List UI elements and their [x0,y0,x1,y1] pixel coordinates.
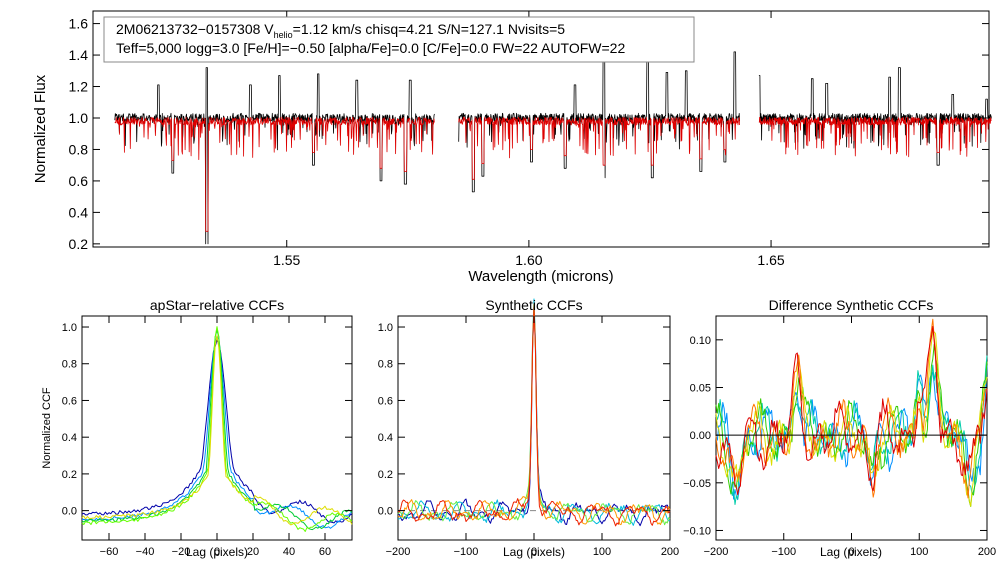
spectrum-series-layer [114,51,992,245]
difference-ccf-y-tick-label: 0.00 [690,430,711,442]
apstar-ccf-line [81,335,353,526]
difference-ccf-line [715,318,988,499]
difference-ccf-x-tick-label: 0 [848,546,854,558]
spectrum-x-tick-label: 1.55 [273,252,300,268]
synthetic-ccf-line [397,304,671,526]
spectrum-model-line [114,116,435,232]
difference-ccf-ticks-layer: −200 −100 0 100 200 −0.10 −0.05 0.00 0.05 0.10 [683,316,996,558]
spectrum-y-tick-label: 0.2 [69,236,89,252]
difference-ccf-line [715,331,988,507]
synthetic-ccf-y-tick-label: 1.0 [378,322,393,334]
spectrum-y-tick-label: 1.4 [69,47,89,63]
difference-ccf-x-tick-label: 100 [910,546,928,558]
synthetic-ccf-x-tick-label: 100 [593,546,611,558]
spectrum-y-tick-label: 1.0 [69,110,89,126]
spectrum-y-tick-label: 0.8 [69,141,89,157]
apstar-ccf-x-tick-label: −20 [172,546,191,558]
apstar-ccf-line [81,335,353,529]
synthetic-ccf-y-tick-label: 0.4 [378,432,393,444]
synthetic-ccf-x-tick-label: 200 [661,546,679,558]
difference-ccf-y-tick-label: −0.10 [683,525,711,537]
synthetic-ccf-line [397,304,671,527]
difference-ccf-y-tick-label: 0.10 [690,335,711,347]
spectrum-y-tick-label: 0.4 [69,204,89,220]
apstar-ccf-title: apStar−relative CCFs [150,297,284,313]
spectrum-x-tick-label: 1.65 [757,252,784,268]
synthetic-ccf-y-tick-label: 0.2 [378,469,393,481]
apstar-ccf-x-tick-label: 0 [214,546,220,558]
synthetic-ccf-x-tick-label: 0 [531,546,537,558]
apstar-ccf-x-tick-label: 40 [283,546,295,558]
difference-ccf-x-axis-label: Lag (pixels) [820,545,882,559]
synthetic-ccf-y-tick-label: 0.8 [378,359,393,371]
spectrum-title-line2: Teff=5,000 logg=3.0 [Fe/H]=−0.50 [alpha/… [116,40,625,56]
spectrum-y-tick-label: 1.6 [69,16,89,32]
spectrum-model-line [758,116,992,158]
synthetic-ccf-x-axis-label: Lag (pixels) [503,545,565,559]
spectrum-y-axis-label: Normalized Flux [32,74,49,183]
difference-ccf-line [715,343,988,507]
apstar-ccf-y-tick-label: 0.2 [62,469,77,481]
difference-ccf-y-tick-label: −0.05 [683,478,711,490]
spectrum-title-line1: 2M06213732−0157308 Vhelio=1.12 km/s chis… [116,21,565,40]
spectrum-panel: 1.55 1.60 1.65 0.2 0.4 0.6 0.8 1.0 1.2 1.4 1.6 2M0… [32,10,992,285]
apstar-ccf-series-layer [81,326,353,532]
spectrum-x-tick-label: 1.60 [515,252,542,268]
synthetic-ccf-ticks-layer: −200 −100 0 100 200 0.0 0.2 0.4 0.6 0.8 1.0 [378,316,679,558]
difference-ccf-title: Difference Synthetic CCFs [769,297,934,313]
spectrum-observed-line [114,67,435,245]
synthetic-ccf-line [397,307,671,527]
spectrum-info-box [103,16,695,63]
spectrum-ticks-layer: 1.55 1.60 1.65 0.2 0.4 0.6 0.8 1.0 1.2 1.4 1.6 [69,11,989,268]
apstar-ccf-x-tick-label: 20 [247,546,259,558]
difference-ccf-line [715,325,988,496]
apstar-ccf-y-tick-label: 0.8 [62,359,77,371]
difference-ccf-x-tick-label: −100 [771,546,796,558]
apstar-ccf-line [81,339,353,524]
apstar-ccf-y-tick-label: 0.6 [62,395,77,407]
synthetic-ccf-panel: −200 −100 0 100 200 0.0 0.2 0.4 0.6 0.8 1.0 Synthe… [378,297,679,559]
synthetic-ccf-y-tick-label: 0.0 [378,506,393,518]
synthetic-ccf-y-tick-label: 0.6 [378,395,393,407]
synthetic-ccf-series-layer [397,298,671,527]
apstar-ccf-x-tick-label: 60 [319,546,331,558]
spectrum-plot-frame [92,10,990,248]
synthetic-ccf-x-tick-label: −100 [454,546,479,558]
spectrum-x-axis-label: Wavelength (microns) [468,268,613,285]
spectrum-y-tick-label: 0.6 [69,173,89,189]
apstar-ccf-y-tick-label: 0.4 [62,432,77,444]
synthetic-ccf-title: Synthetic CCFs [485,297,582,313]
synthetic-ccf-line [397,303,671,526]
spectrum-y-tick-label: 1.2 [69,79,89,95]
apstar-ccf-x-axis-label: Lag (pixels) [186,545,248,559]
difference-ccf-x-tick-label: 200 [978,546,996,558]
difference-ccf-y-tick-label: 0.05 [690,382,711,394]
synthetic-ccf-x-tick-label: −200 [386,546,411,558]
apstar-ccf-ticks-layer: −60 −40 −20 0 20 40 60 0.0 0.2 0.4 0.6 0.8 1.0 [62,316,352,558]
apstar-ccf-x-tick-label: −60 [100,546,119,558]
apstar-ccf-y-tick-label: 1.0 [62,322,77,334]
apstar-ccf-line [81,330,353,531]
apstar-ccf-line [81,326,353,532]
apstar-ccf-x-tick-label: −40 [136,546,155,558]
difference-ccf-panel: −200 −100 0 100 200 −0.10 −0.05 0.00 0.05 0.10 Di… [683,297,996,559]
apstar-ccf-panel: −60 −40 −20 0 20 40 60 0.0 0.2 0.4 0.6 0.8 1.0 apSta… [41,297,353,559]
difference-ccf-x-tick-label: −200 [704,546,729,558]
synthetic-ccf-line [397,298,671,526]
apstar-ccf-y-tick-label: 0.0 [62,506,77,518]
spectrum-model-line [458,116,740,180]
apstar-ccf-y-axis-label: Normalized CCF [41,387,53,469]
difference-ccf-series-layer [715,318,988,507]
spectrum-observed-line [458,51,740,193]
spectrum-observed-line [758,67,992,166]
